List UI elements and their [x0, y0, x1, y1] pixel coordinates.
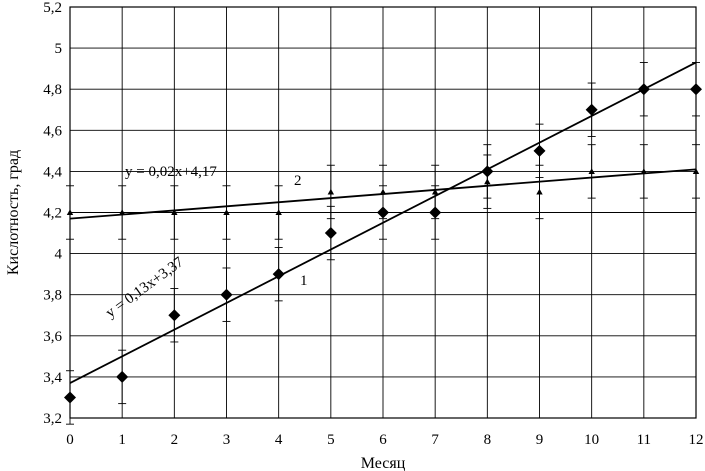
y-tick-label: 4,4 [43, 164, 62, 180]
x-tick-label: 8 [484, 432, 492, 448]
triangle-point [275, 209, 282, 216]
x-axis-label: Месяц [361, 455, 406, 471]
y-tick-label: 3,4 [43, 370, 62, 386]
series-2-tag: 2 [294, 173, 302, 189]
diamond-point [220, 288, 233, 301]
trendline-2-equation: y = 0,02x+4,17 [125, 164, 217, 180]
triangle-point [379, 188, 387, 195]
x-tick-label: 12 [689, 432, 704, 448]
triangle-point [171, 209, 178, 216]
triangle-point [484, 178, 491, 185]
x-tick-label: 9 [536, 432, 544, 448]
triangle-point [118, 209, 126, 216]
diamond-point [637, 83, 650, 96]
diamond-point [272, 268, 285, 281]
triangle-point [327, 188, 335, 195]
triangle-point [536, 188, 543, 195]
diamond-point [481, 165, 494, 178]
diamond-point [377, 206, 389, 219]
triangle-point [640, 168, 648, 174]
y-tick-label: 5 [55, 41, 63, 57]
x-tick-label: 10 [584, 432, 599, 448]
plot-frame [69, 6, 697, 419]
diamond-point [585, 103, 598, 116]
diamond-point [533, 144, 546, 157]
x-tick-label: 7 [431, 432, 439, 448]
y-tick-label: 4,8 [43, 82, 62, 98]
x-tick-label: 6 [379, 432, 387, 448]
x-tick-label: 11 [637, 432, 651, 448]
x-tick-label: 4 [275, 432, 283, 448]
diamond-point [168, 309, 181, 322]
diamond-point [116, 370, 129, 383]
y-tick-label: 4,2 [43, 206, 62, 222]
y-tick-label: 4,6 [43, 123, 62, 139]
y-tick-label: 5,2 [43, 0, 62, 16]
y-tick-label: 4 [55, 247, 63, 263]
y-tick-label: 3,8 [43, 288, 62, 304]
series-1-tag: 1 [300, 273, 308, 289]
triangle-point [588, 168, 595, 174]
x-tick-label: 0 [66, 432, 74, 448]
triangle-point [431, 188, 439, 195]
y-axis-label: Кислотность, град [5, 150, 22, 275]
x-tick-label: 2 [171, 432, 179, 448]
tick-labels: 3,23,43,63,844,24,44,64,855,20 1 2 3 4 5 6 7 8 9 1… [43, 0, 703, 448]
x-tick-label: 3 [223, 432, 231, 448]
x-tick-label: 1 [118, 432, 126, 448]
diamond-point [324, 227, 337, 240]
y-tick-label: 3,2 [43, 411, 62, 427]
x-tick-label: 5 [327, 432, 335, 448]
triangle-point [223, 209, 230, 216]
diamond-point [429, 206, 442, 219]
y-tick-label: 3,6 [43, 329, 62, 345]
